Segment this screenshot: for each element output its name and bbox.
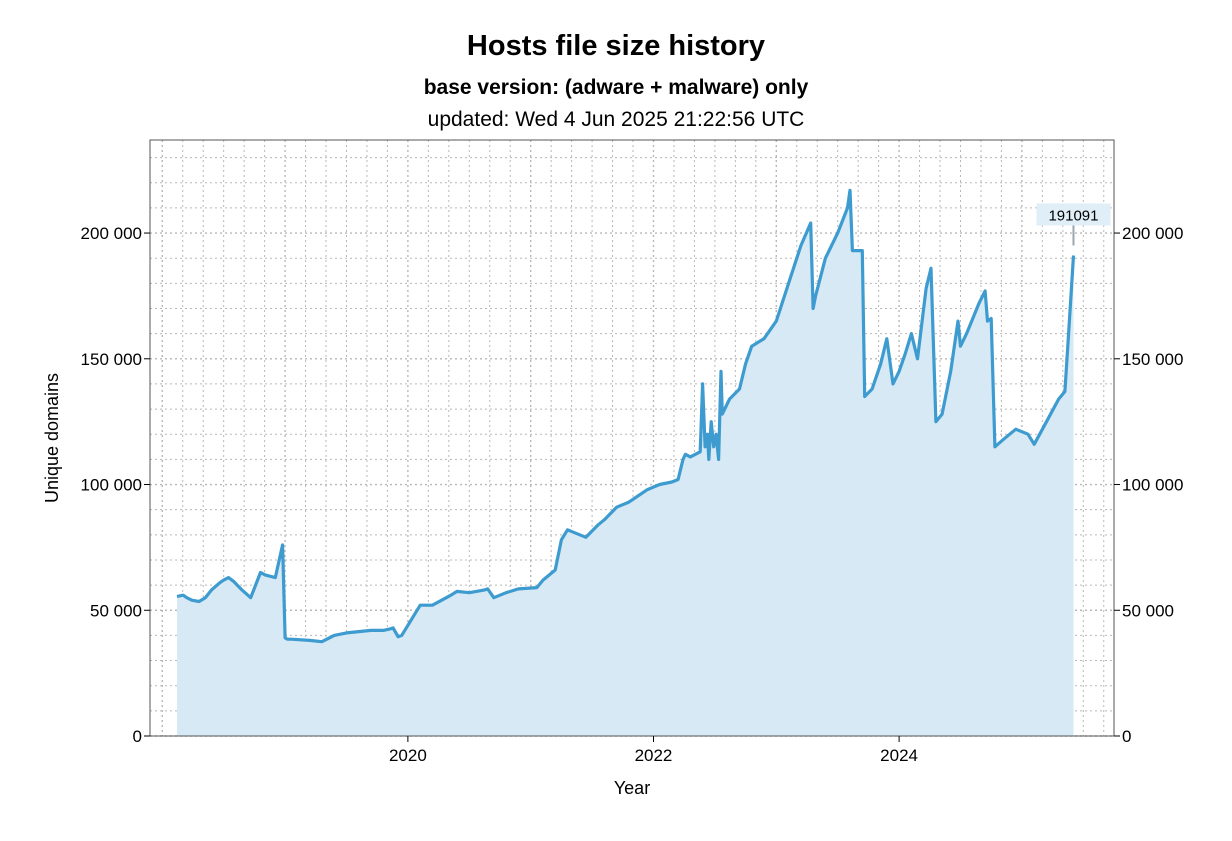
x-axis-label: Year bbox=[614, 778, 650, 798]
plot-frame bbox=[149, 139, 1115, 737]
y-tick-label-left: 100 000 bbox=[81, 476, 142, 495]
data-area-fill bbox=[177, 190, 1074, 737]
y-tick-label-right: 150 000 bbox=[1122, 350, 1183, 369]
y-tick-label-right: 100 000 bbox=[1122, 476, 1183, 495]
chart-updated-timestamp: updated: Wed 4 Jun 2025 21:22:56 UTC bbox=[427, 108, 805, 131]
y-tick-label-right: 200 000 bbox=[1122, 224, 1183, 243]
x-tick-label: 2022 bbox=[635, 746, 673, 765]
y-tick-label-left: 200 000 bbox=[81, 224, 142, 243]
annotation-group: 191091 bbox=[1036, 203, 1111, 246]
annotation-label: 191091 bbox=[1048, 207, 1098, 224]
y-tick-label-left: 0 bbox=[133, 727, 142, 746]
y-tick-label-right: 0 bbox=[1122, 727, 1131, 746]
chart-subtitle: base version: (adware + malware) only bbox=[423, 76, 809, 99]
x-tick-label: 2024 bbox=[880, 746, 918, 765]
annotation-box bbox=[1036, 203, 1111, 226]
x-tick-label: 2020 bbox=[389, 746, 427, 765]
axis-ticks: 0 0 50 000 50 000 100 000 100 000 150 000 150 0… bbox=[81, 224, 1184, 765]
y-tick-label-right: 50 000 bbox=[1122, 601, 1174, 620]
y-axis-label: Unique domains bbox=[42, 373, 62, 503]
chart-title: Hosts file size history bbox=[466, 30, 766, 62]
y-tick-label-left: 50 000 bbox=[90, 601, 142, 620]
data-line bbox=[176, 188, 1076, 644]
y-tick-label-left: 150 000 bbox=[81, 350, 142, 369]
